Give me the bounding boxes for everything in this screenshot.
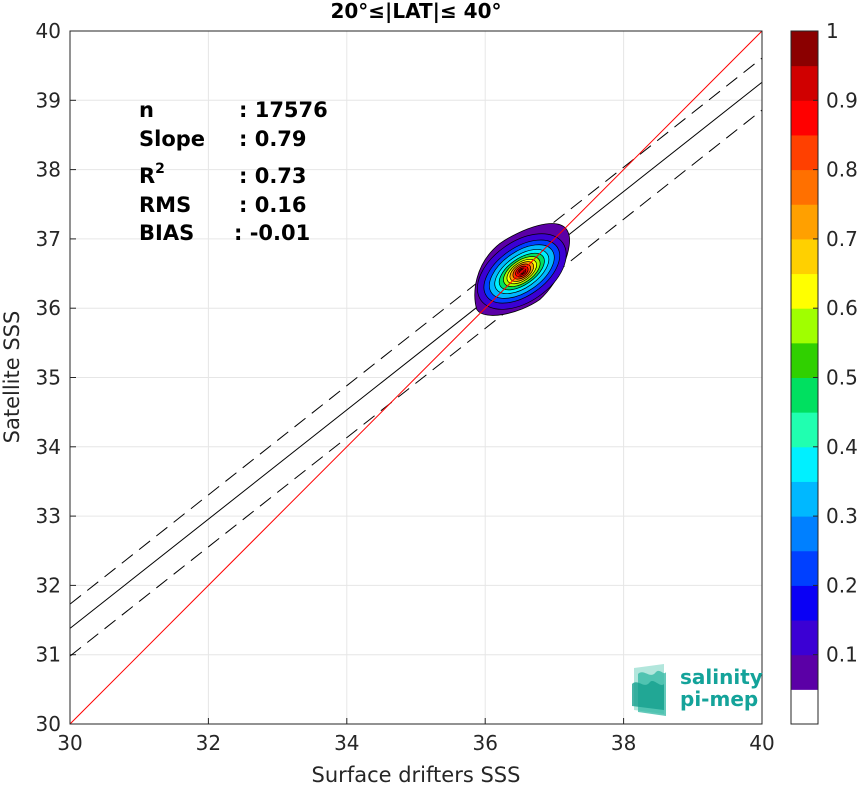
colorbar-tick-label: 0.4 (826, 435, 858, 459)
stat-rms-label: RMS (139, 193, 191, 217)
colorbar: 0.1 0.2 0.3 0.4 0.5 0.6 0.7 0.8 0.9 1 (790, 19, 858, 725)
stats-box: n : 17576 Slope : 0.79 R2 : 0.73 RMS : 0… (139, 98, 328, 245)
colorbar-segment (791, 377, 818, 413)
colorbar-segment (791, 689, 818, 725)
stat-slope-label: Slope (139, 127, 205, 151)
plot-frame (69, 30, 763, 725)
colorbar-segment (791, 654, 818, 690)
colorbar-segment (791, 516, 818, 552)
logo-text-line1: salinity (680, 665, 763, 689)
confidence-upper-line (70, 57, 762, 605)
regression-line (70, 81, 762, 629)
x-axis-label: Surface drifters SSS (312, 763, 521, 786)
x-tick-label: 36 (472, 731, 497, 755)
colorbar-segment (791, 585, 818, 621)
y-tick-label: 38 (36, 158, 61, 182)
y-tick-label: 34 (36, 435, 61, 459)
colorbar-segment (791, 100, 818, 136)
colorbar-tick-label: 0.1 (826, 643, 858, 667)
colorbar-segment (791, 134, 818, 171)
colorbar-tick-label: 0.5 (826, 366, 858, 390)
stat-slope-value: : 0.79 (239, 127, 307, 151)
confidence-lower-line (70, 109, 762, 657)
colorbar-segment (791, 550, 818, 586)
reference-lines (70, 57, 762, 657)
colorbar-segment (791, 308, 818, 344)
y-tick-labels: 30 31 32 33 34 35 36 37 38 39 40 (36, 19, 61, 736)
colorbar-segment (791, 238, 818, 275)
colorbar-segment (791, 342, 818, 378)
colorbar-tick-label: 0.9 (826, 88, 858, 112)
y-axis-label: Satellite SSS (0, 311, 24, 444)
x-tick-label: 38 (611, 731, 636, 755)
stat-r2-base: R (139, 164, 155, 188)
y-tick-label: 36 (36, 296, 61, 320)
y-tick-label: 35 (36, 366, 61, 390)
colorbar-segment (791, 620, 818, 656)
stat-r2-label: R2 (139, 161, 165, 188)
stat-r2-value: : 0.73 (239, 164, 307, 188)
chart-title: 20°≤|LAT|≤ 40° (330, 0, 501, 23)
y-tick-label: 40 (36, 19, 61, 43)
colorbar-tick-label: 0.8 (826, 158, 858, 182)
x-tick-label: 32 (196, 731, 221, 755)
colorbar-tick-label: 0.2 (826, 573, 858, 597)
colorbar-segment (791, 169, 818, 205)
stat-bias-label: BIAS (139, 221, 194, 245)
salinity-pimep-logo: salinity pi-mep (632, 664, 763, 716)
y-tick-label: 33 (36, 504, 61, 528)
x-tick-label: 34 (334, 731, 359, 755)
y-tick-label: 31 (36, 643, 61, 667)
y-tick-label: 32 (36, 573, 61, 597)
colorbar-segment (791, 481, 818, 517)
stat-rms-value: : 0.16 (239, 193, 307, 217)
colorbar-segment (791, 65, 818, 101)
logo-text-line2: pi-mep (680, 687, 758, 711)
colorbar-tick-label: 0.3 (826, 504, 858, 528)
identity-line (69, 30, 763, 725)
colorbar-segment (791, 273, 818, 309)
colorbar-tick-label: 0.6 (826, 296, 858, 320)
x-tick-labels: 30 32 34 36 38 40 (57, 731, 774, 755)
colorbar-segment (791, 412, 818, 448)
logo-waves-icon (632, 664, 666, 716)
x-tick-label: 30 (57, 731, 82, 755)
y-tick-label: 39 (36, 88, 61, 112)
colorbar-tick-label: 0.7 (826, 227, 858, 251)
colorbar-segment (791, 204, 818, 240)
stat-bias-value: : -0.01 (234, 221, 310, 245)
stat-n-label: n (139, 98, 154, 122)
colorbar-segment (791, 31, 818, 67)
stat-r2-superscript: 2 (155, 161, 165, 177)
colorbar-segment (791, 446, 818, 482)
x-tick-label: 40 (749, 731, 774, 755)
colorbar-tick-label: 1 (826, 19, 839, 43)
y-tick-label: 37 (36, 227, 61, 251)
stat-n-value: : 17576 (239, 98, 328, 122)
y-tick-label: 30 (36, 712, 61, 736)
